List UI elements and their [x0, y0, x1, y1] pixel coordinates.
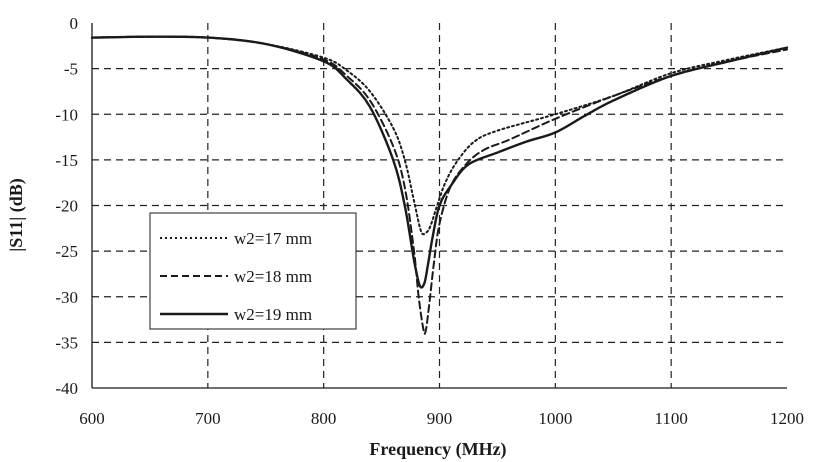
- x-axis-title: Frequency (MHz): [369, 439, 506, 460]
- y-tick-label: -30: [55, 288, 78, 307]
- tick-labels: 600 700 800 900 1000 1100 1200 0 -5 -10 -15 -20 -25 -…: [55, 14, 804, 428]
- series-line-1: [91, 35, 788, 236]
- legend-label: w2=18 mm: [234, 267, 312, 286]
- y-tick-label: 0: [70, 14, 79, 33]
- series-line-2: [91, 35, 788, 335]
- legend-label: w2=19 mm: [234, 305, 312, 324]
- x-tick-label: 1000: [538, 409, 572, 428]
- grid: [92, 23, 787, 388]
- y-tick-label: -20: [55, 197, 78, 216]
- x-tick-label: 700: [195, 409, 221, 428]
- axes: [91, 23, 787, 389]
- x-tick-label: 600: [79, 409, 105, 428]
- x-tick-label: 1100: [654, 409, 687, 428]
- y-tick-label: -25: [55, 242, 78, 261]
- x-tick-label: 900: [427, 409, 453, 428]
- x-tick-label: 1200: [770, 409, 804, 428]
- y-tick-label: -10: [55, 105, 78, 124]
- legend-label: w2=17 mm: [234, 229, 312, 248]
- legend: w2=17 mm w2=18 mm w2=19 mm: [149, 212, 357, 330]
- series-lines: [90, 35, 789, 335]
- legend-box: [149, 212, 357, 330]
- series-line-3: [90, 35, 789, 289]
- y-tick-label: -5: [64, 60, 78, 79]
- x-tick-label: 800: [311, 409, 337, 428]
- y-tick-label: -15: [55, 151, 78, 170]
- y-tick-label: -35: [55, 333, 78, 352]
- y-axis-title: |S11| (dB): [6, 178, 27, 251]
- y-tick-label: -40: [55, 379, 78, 398]
